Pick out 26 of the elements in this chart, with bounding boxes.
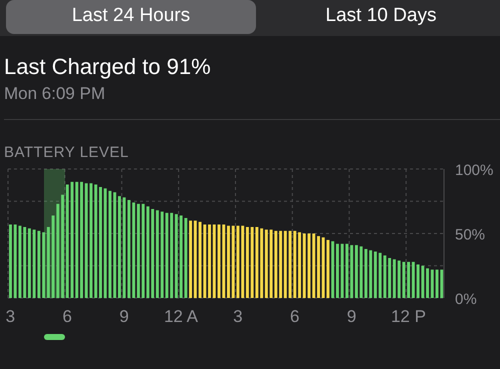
bar [208, 224, 211, 298]
x-tick-label: 9 [346, 307, 356, 326]
x-tick-label: 12 A [164, 307, 199, 326]
y-tick-label: 50% [455, 226, 486, 244]
x-tick-label: 6 [62, 307, 72, 326]
x-tick-label: 9 [119, 307, 129, 326]
bar [184, 218, 188, 298]
y-tick-label: 100% [455, 162, 494, 179]
x-tick-label: 3 [6, 307, 16, 326]
text: Last 24 Hours [6, 0, 256, 34]
x-tick-label: 6 [290, 307, 300, 326]
bar [99, 187, 102, 298]
chart-subtitle: Mon 6:09 PM [4, 84, 106, 104]
bar [317, 236, 320, 298]
bar [189, 220, 192, 298]
text: Last 10 Days [324, 4, 438, 28]
bar [436, 270, 438, 298]
bar [426, 268, 429, 298]
bar [108, 190, 112, 298]
x-tick-label: 12 P [390, 307, 426, 326]
x-tick-label: 3 [233, 307, 243, 326]
bar [218, 224, 220, 298]
bar [326, 240, 330, 298]
y-axis-title: BATTERY LEVEL [4, 144, 129, 161]
chart-title: Last Charged to 91% [4, 54, 211, 80]
y-tick-label: 0% [455, 291, 477, 308]
